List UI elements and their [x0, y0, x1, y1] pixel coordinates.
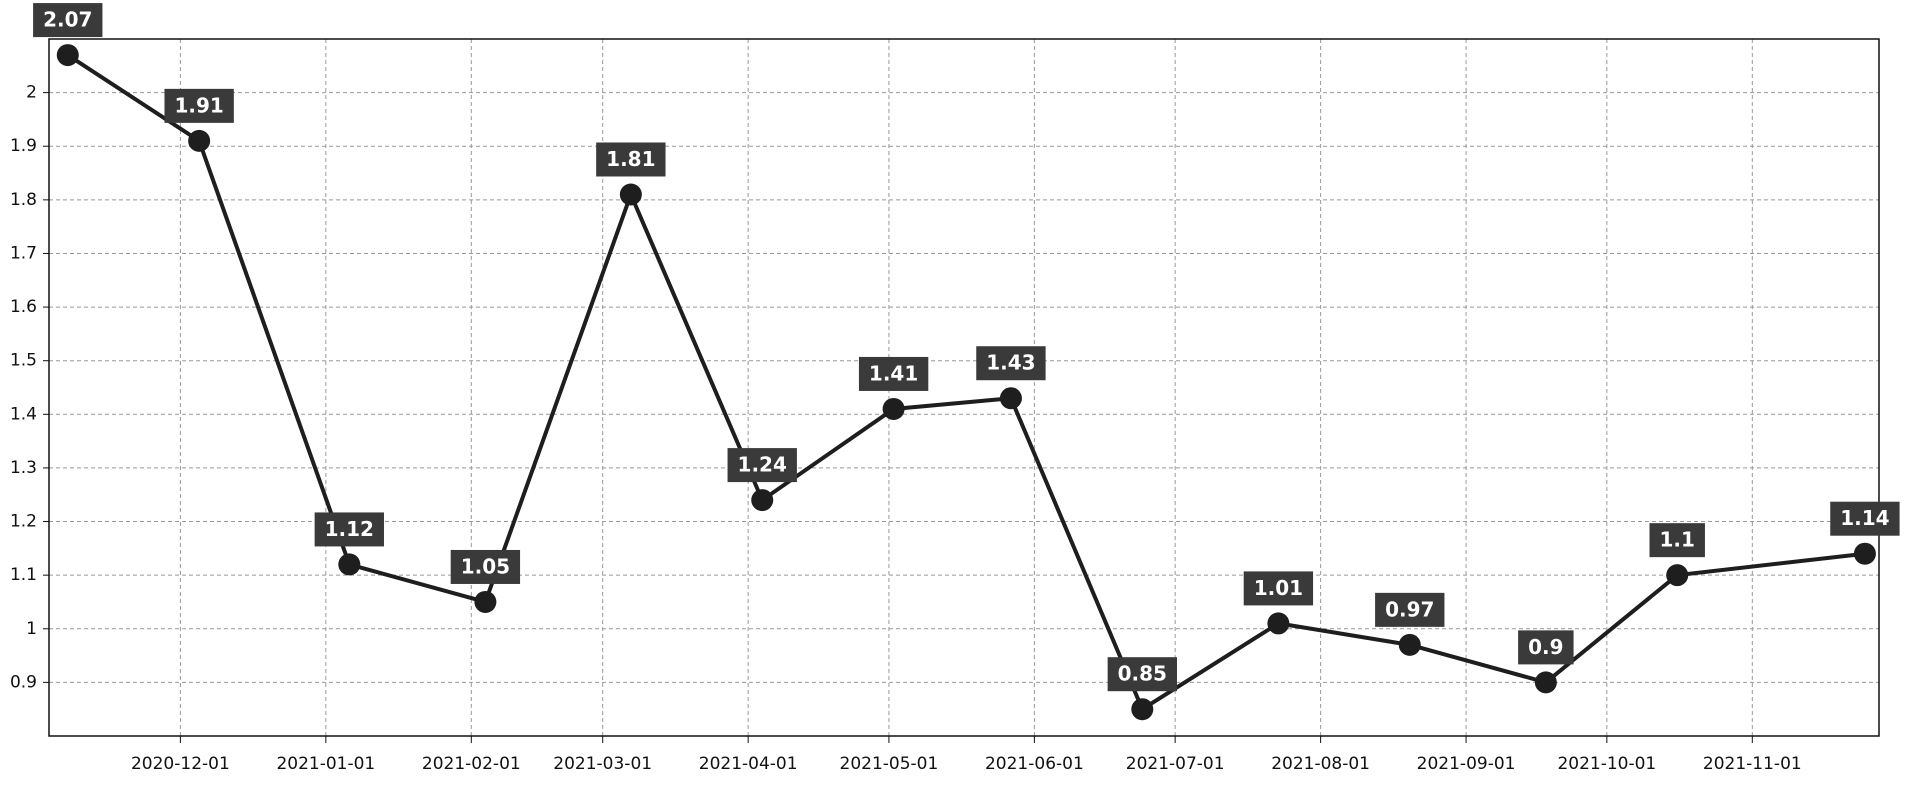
data-label: 1.24 [738, 453, 787, 477]
data-label: 1.01 [1254, 576, 1303, 600]
label-box [976, 346, 1046, 381]
y-tick-label: 1.5 [10, 351, 37, 371]
point [619, 183, 642, 206]
label-box [314, 512, 384, 547]
label-box [1107, 657, 1177, 692]
point [1534, 671, 1557, 694]
plot-frame [48, 38, 1880, 737]
label-box [164, 88, 234, 123]
data-label: 1.12 [325, 517, 374, 541]
x-tick-label: 2021-04-01 [699, 754, 798, 774]
y-tick-label: 1.9 [10, 136, 37, 156]
point [1398, 633, 1421, 656]
point [1131, 698, 1154, 721]
label-box [1518, 630, 1574, 665]
x-tick-label: 2021-08-01 [1271, 754, 1370, 774]
point [1666, 564, 1689, 587]
data-label: 1.1 [1660, 528, 1695, 552]
label-box [1375, 592, 1445, 627]
point [474, 590, 497, 613]
line [66, 53, 1866, 713]
point [188, 129, 211, 152]
x-tick-label: 2020-12-01 [131, 754, 230, 774]
point [56, 44, 79, 67]
data-label: 1.43 [986, 351, 1035, 375]
label-box [1649, 523, 1705, 558]
y-tick-label: 1.4 [10, 404, 37, 424]
x-tick-label: 2021-06-01 [985, 754, 1084, 774]
x-tick-label: 2021-02-01 [422, 754, 521, 774]
data-label: 1.81 [606, 147, 655, 171]
data-label: 1.05 [461, 554, 510, 578]
data-label: 2.07 [43, 8, 92, 32]
y-tick-label: 1.2 [10, 512, 37, 532]
label-box [727, 448, 797, 483]
label-box [858, 356, 929, 391]
x-tick-label: 2021-11-01 [1703, 754, 1802, 774]
y-tick-label: 0.9 [10, 672, 37, 692]
point [751, 489, 774, 512]
x-tick-label: 2021-09-01 [1417, 754, 1516, 774]
label-box [596, 142, 666, 177]
point [338, 553, 361, 576]
y-tick-label: 1.1 [10, 565, 37, 585]
data-label: 0.9 [1528, 635, 1563, 659]
x-tick-label: 2021-01-01 [276, 754, 375, 774]
y-tick-label: 1 [26, 619, 37, 639]
x-tick-label: 2021-07-01 [1126, 754, 1225, 774]
label-box [1830, 501, 1900, 536]
data-label: 0.97 [1385, 597, 1434, 621]
y-tick-label: 1.6 [10, 297, 37, 317]
y-tick-label: 1.3 [10, 458, 37, 478]
label-box [450, 549, 521, 584]
data-label: 1.14 [1840, 506, 1889, 530]
label-box [1243, 571, 1314, 606]
label-box [33, 3, 103, 38]
point [999, 387, 1022, 410]
y-tick-label: 1.7 [10, 243, 37, 263]
data-label: 1.41 [869, 361, 918, 385]
point [1853, 542, 1876, 565]
point [1267, 612, 1290, 635]
y-tick-label: 2 [26, 83, 37, 103]
data-label: 0.85 [1118, 662, 1167, 686]
x-tick-label: 2021-05-01 [840, 754, 939, 774]
x-tick-label: 2021-03-01 [553, 754, 652, 774]
y-tick-label: 1.8 [10, 190, 37, 210]
data-label: 1.91 [174, 93, 223, 117]
x-tick-label: 2021-10-01 [1557, 754, 1656, 774]
point [882, 397, 905, 420]
